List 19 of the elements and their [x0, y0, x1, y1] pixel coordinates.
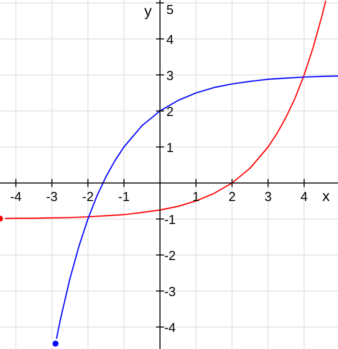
x-tick-label: 2	[228, 188, 236, 204]
y-tick-label: 5	[166, 2, 174, 17]
x-tick-label: 1	[192, 188, 200, 204]
y-tick-label: -3	[164, 284, 176, 300]
x-tick-label: -1	[118, 188, 130, 204]
y-axis-title: y	[144, 3, 152, 20]
y-tick-label: -2	[164, 248, 176, 263]
y-tick-label: 1	[166, 140, 174, 155]
x-tick-label: -4	[10, 188, 22, 204]
x-tick-label: -3	[46, 188, 58, 204]
x-tick-label: 3	[264, 188, 272, 204]
y-tick-label: -4	[164, 320, 176, 336]
y-tick-label: -1	[164, 212, 176, 227]
y-tick-label: 4	[166, 32, 174, 47]
x-tick-label: -2	[82, 188, 94, 204]
y-tick-label: 3	[166, 68, 174, 83]
x-tick-label: 4	[300, 188, 308, 204]
y-tick-label: 2	[166, 104, 174, 119]
x-axis-title: x	[322, 188, 330, 205]
